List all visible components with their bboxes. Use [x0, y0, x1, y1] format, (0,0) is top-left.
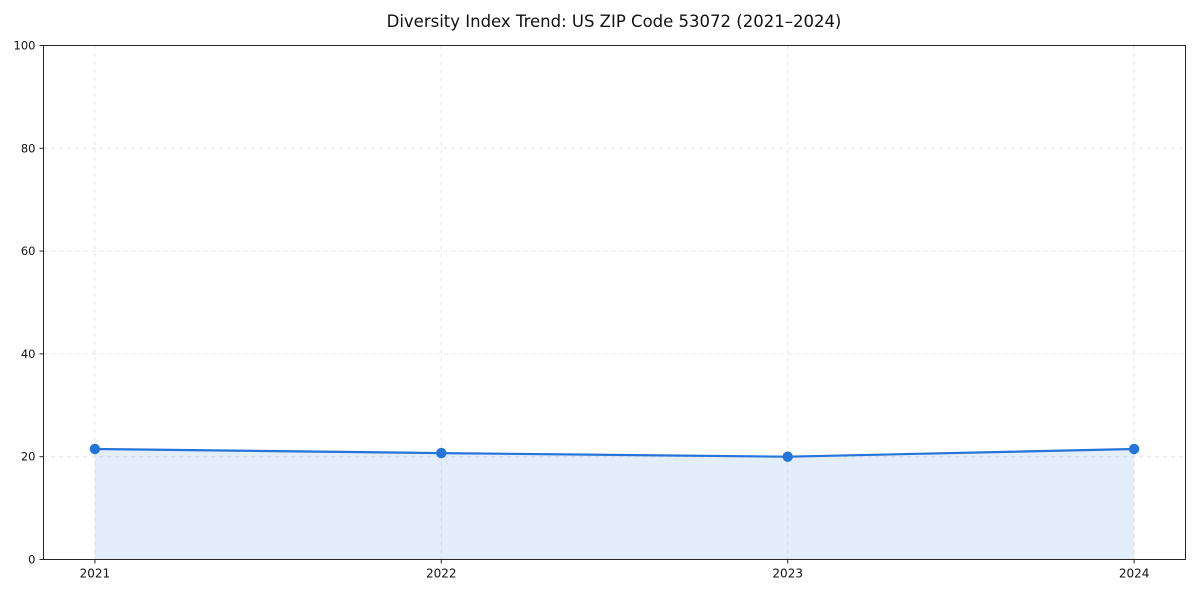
x-tick-label: 2021 — [80, 567, 111, 581]
y-tick-label: 80 — [21, 141, 36, 155]
plot-border — [43, 45, 1186, 560]
data-point-marker — [1128, 443, 1140, 455]
data-point-marker — [782, 451, 793, 462]
x-tick-label: 2024 — [1119, 567, 1150, 581]
y-tick-label: 60 — [21, 244, 36, 258]
x-tick-label: 2022 — [426, 567, 457, 581]
area-fill — [94, 448, 1135, 560]
y-tick-label: 40 — [21, 347, 36, 361]
y-tick-label: 20 — [21, 450, 36, 464]
data-point-marker — [436, 447, 447, 459]
y-tick-label: 100 — [14, 39, 36, 53]
chart-title: Diversity Index Trend: US ZIP Code 53072… — [386, 12, 842, 31]
trend-line — [93, 447, 1136, 458]
data-point-marker — [89, 443, 101, 455]
x-tick-label: 2023 — [772, 567, 803, 581]
y-tick-label: 0 — [28, 553, 35, 567]
